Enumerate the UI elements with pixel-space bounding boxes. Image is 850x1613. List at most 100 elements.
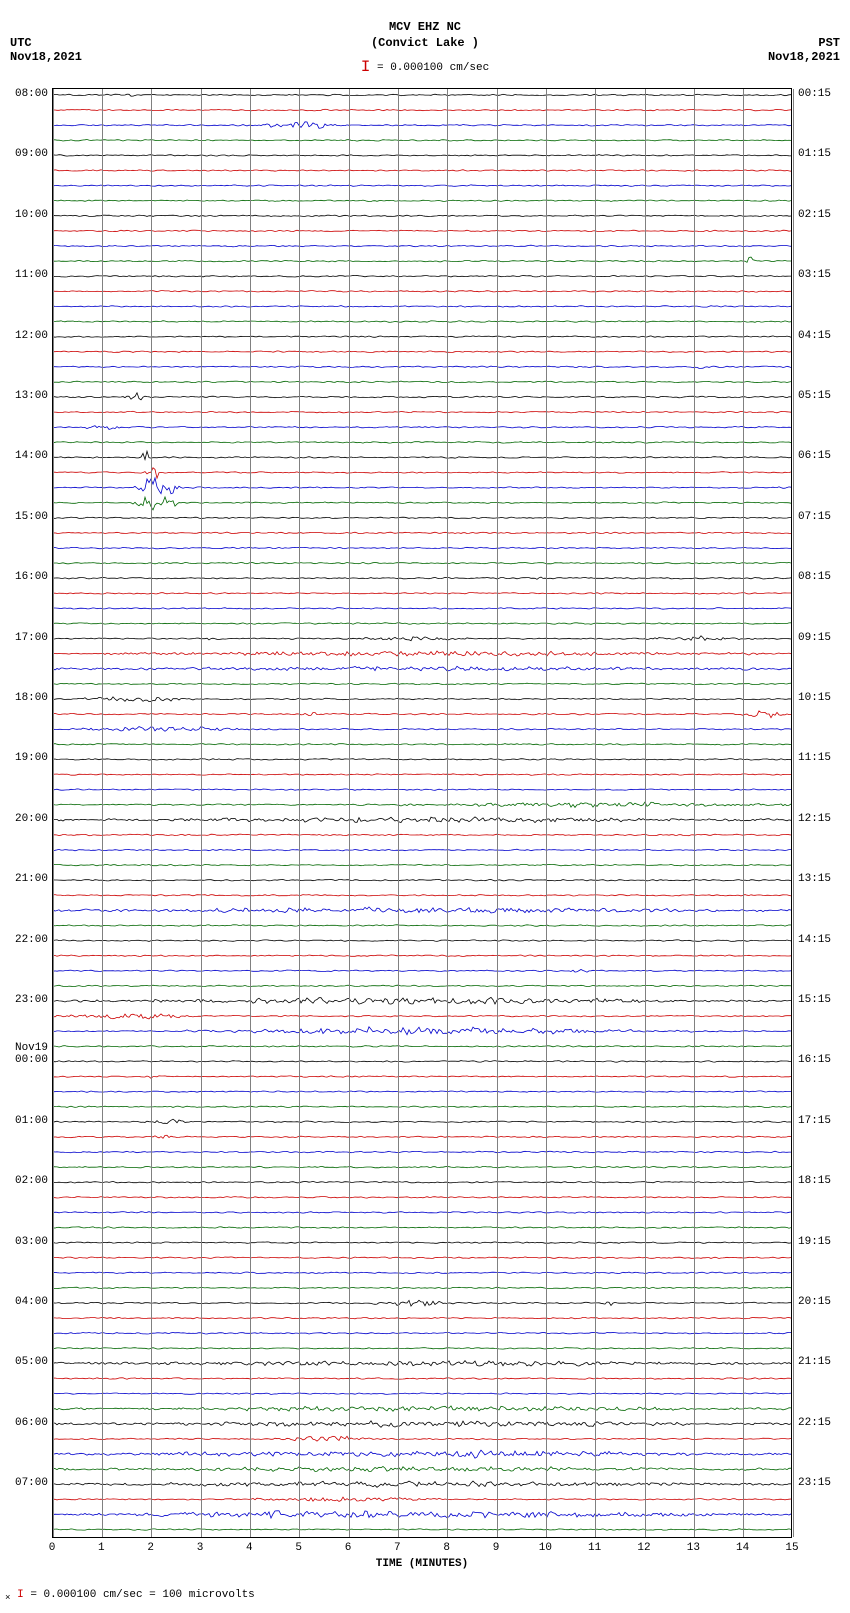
utc-hour-label: 19:00 [2, 752, 48, 764]
x-tick: 3 [197, 1542, 204, 1554]
seismic-trace [53, 230, 791, 231]
seismic-trace [53, 1393, 791, 1395]
pst-hour-label: 15:15 [798, 994, 848, 1006]
date-right: Nov18,2021 [768, 50, 840, 64]
seismic-trace [53, 1481, 791, 1487]
seismic-trace [53, 727, 791, 732]
seismic-trace [53, 442, 791, 444]
seismic-trace [53, 907, 791, 913]
pst-hour-label: 23:15 [798, 1477, 848, 1489]
seismic-trace [53, 122, 791, 129]
scale-text: = 0.000100 cm/sec [377, 62, 489, 74]
utc-day-label: Nov19 [2, 1042, 48, 1054]
seismic-trace [53, 1166, 791, 1168]
seismic-trace [53, 306, 791, 308]
seismic-trace [53, 1061, 791, 1063]
seismic-trace [53, 109, 791, 111]
station-title: MCV EHZ NC [0, 20, 850, 34]
pst-hour-label: 06:15 [798, 450, 848, 462]
gridline-v [595, 89, 596, 1537]
gridline-v [349, 89, 350, 1537]
seismic-trace [53, 215, 791, 217]
seismic-trace [53, 1091, 791, 1092]
pst-hour-label: 12:15 [798, 813, 848, 825]
seismic-trace [53, 774, 791, 776]
seismic-trace [53, 478, 791, 494]
pst-hour-label: 05:15 [798, 390, 848, 402]
utc-hour-label: 03:00 [2, 1236, 48, 1248]
x-axis-title: TIME (MINUTES) [52, 1558, 792, 1570]
seismic-trace [53, 608, 791, 610]
seismic-trace [53, 997, 791, 1004]
seismic-trace [53, 711, 791, 718]
seismic-trace [53, 366, 791, 368]
seismic-trace [53, 789, 791, 790]
seismic-trace [53, 155, 791, 157]
seismic-trace [53, 593, 791, 595]
seismic-trace [53, 1027, 791, 1035]
seismic-trace [53, 1106, 791, 1108]
pst-hour-label: 08:15 [798, 571, 848, 583]
x-tick: 15 [785, 1542, 798, 1554]
seismic-trace [53, 336, 791, 337]
gridline-v [299, 89, 300, 1537]
seismic-trace [53, 697, 791, 702]
seismic-trace [53, 1181, 791, 1183]
seismic-trace [53, 517, 791, 518]
seismic-trace [53, 1076, 791, 1079]
x-tick: 8 [443, 1542, 450, 1554]
traces-svg [53, 89, 791, 1537]
pst-hour-label: 10:15 [798, 692, 848, 704]
seismic-trace [53, 497, 791, 510]
seismic-trace [53, 879, 791, 881]
pst-hour-label: 04:15 [798, 330, 848, 342]
seismic-trace [53, 864, 791, 865]
seismic-trace [53, 1014, 791, 1019]
seismic-trace [53, 562, 791, 564]
seismogram-plot [52, 88, 792, 1538]
seismic-trace [53, 1511, 791, 1518]
x-tick: 13 [687, 1542, 700, 1554]
x-tick: 7 [394, 1542, 401, 1554]
seismic-trace [53, 1046, 791, 1048]
utc-hour-label: 07:00 [2, 1477, 48, 1489]
seismic-trace [53, 1436, 791, 1441]
seismic-trace [53, 291, 791, 293]
footer-scale: × I = 0.000100 cm/sec = 100 microvolts [5, 1589, 255, 1603]
seismic-trace [53, 985, 791, 986]
utc-hour-label: 22:00 [2, 934, 48, 946]
seismic-trace [53, 759, 791, 761]
pst-hour-label: 00:15 [798, 88, 848, 100]
seismic-trace [53, 834, 791, 836]
pst-hour-label: 01:15 [798, 148, 848, 160]
seismic-trace [53, 955, 791, 957]
utc-hour-label: 20:00 [2, 813, 48, 825]
gridline-v [694, 89, 695, 1537]
utc-hour-label: 14:00 [2, 450, 48, 462]
x-tick: 9 [493, 1542, 500, 1554]
seismic-trace [53, 1421, 791, 1428]
seismic-trace [53, 1151, 791, 1153]
utc-hour-label: 10:00 [2, 209, 48, 221]
seismic-trace [53, 1529, 791, 1531]
seismic-trace [53, 744, 791, 746]
pst-hour-label: 14:15 [798, 934, 848, 946]
gridline-v [151, 89, 152, 1537]
pst-hour-label: 19:15 [798, 1236, 848, 1248]
scale-indicator: I = 0.000100 cm/sec [0, 58, 850, 76]
seismic-trace [53, 577, 791, 579]
utc-hour-label: 01:00 [2, 1115, 48, 1127]
x-tick: 2 [147, 1542, 154, 1554]
seismic-trace [53, 651, 791, 656]
gridline-v [645, 89, 646, 1537]
seismic-trace [53, 393, 791, 400]
seismic-trace [53, 623, 791, 625]
seismic-trace [53, 451, 791, 459]
pst-hour-label: 18:15 [798, 1175, 848, 1187]
seismic-trace [53, 411, 791, 413]
x-tick: 4 [246, 1542, 253, 1554]
x-tick: 11 [588, 1542, 601, 1554]
seismic-trace [53, 1135, 791, 1138]
gridline-v [793, 89, 794, 1537]
pst-hour-label: 21:15 [798, 1356, 848, 1368]
